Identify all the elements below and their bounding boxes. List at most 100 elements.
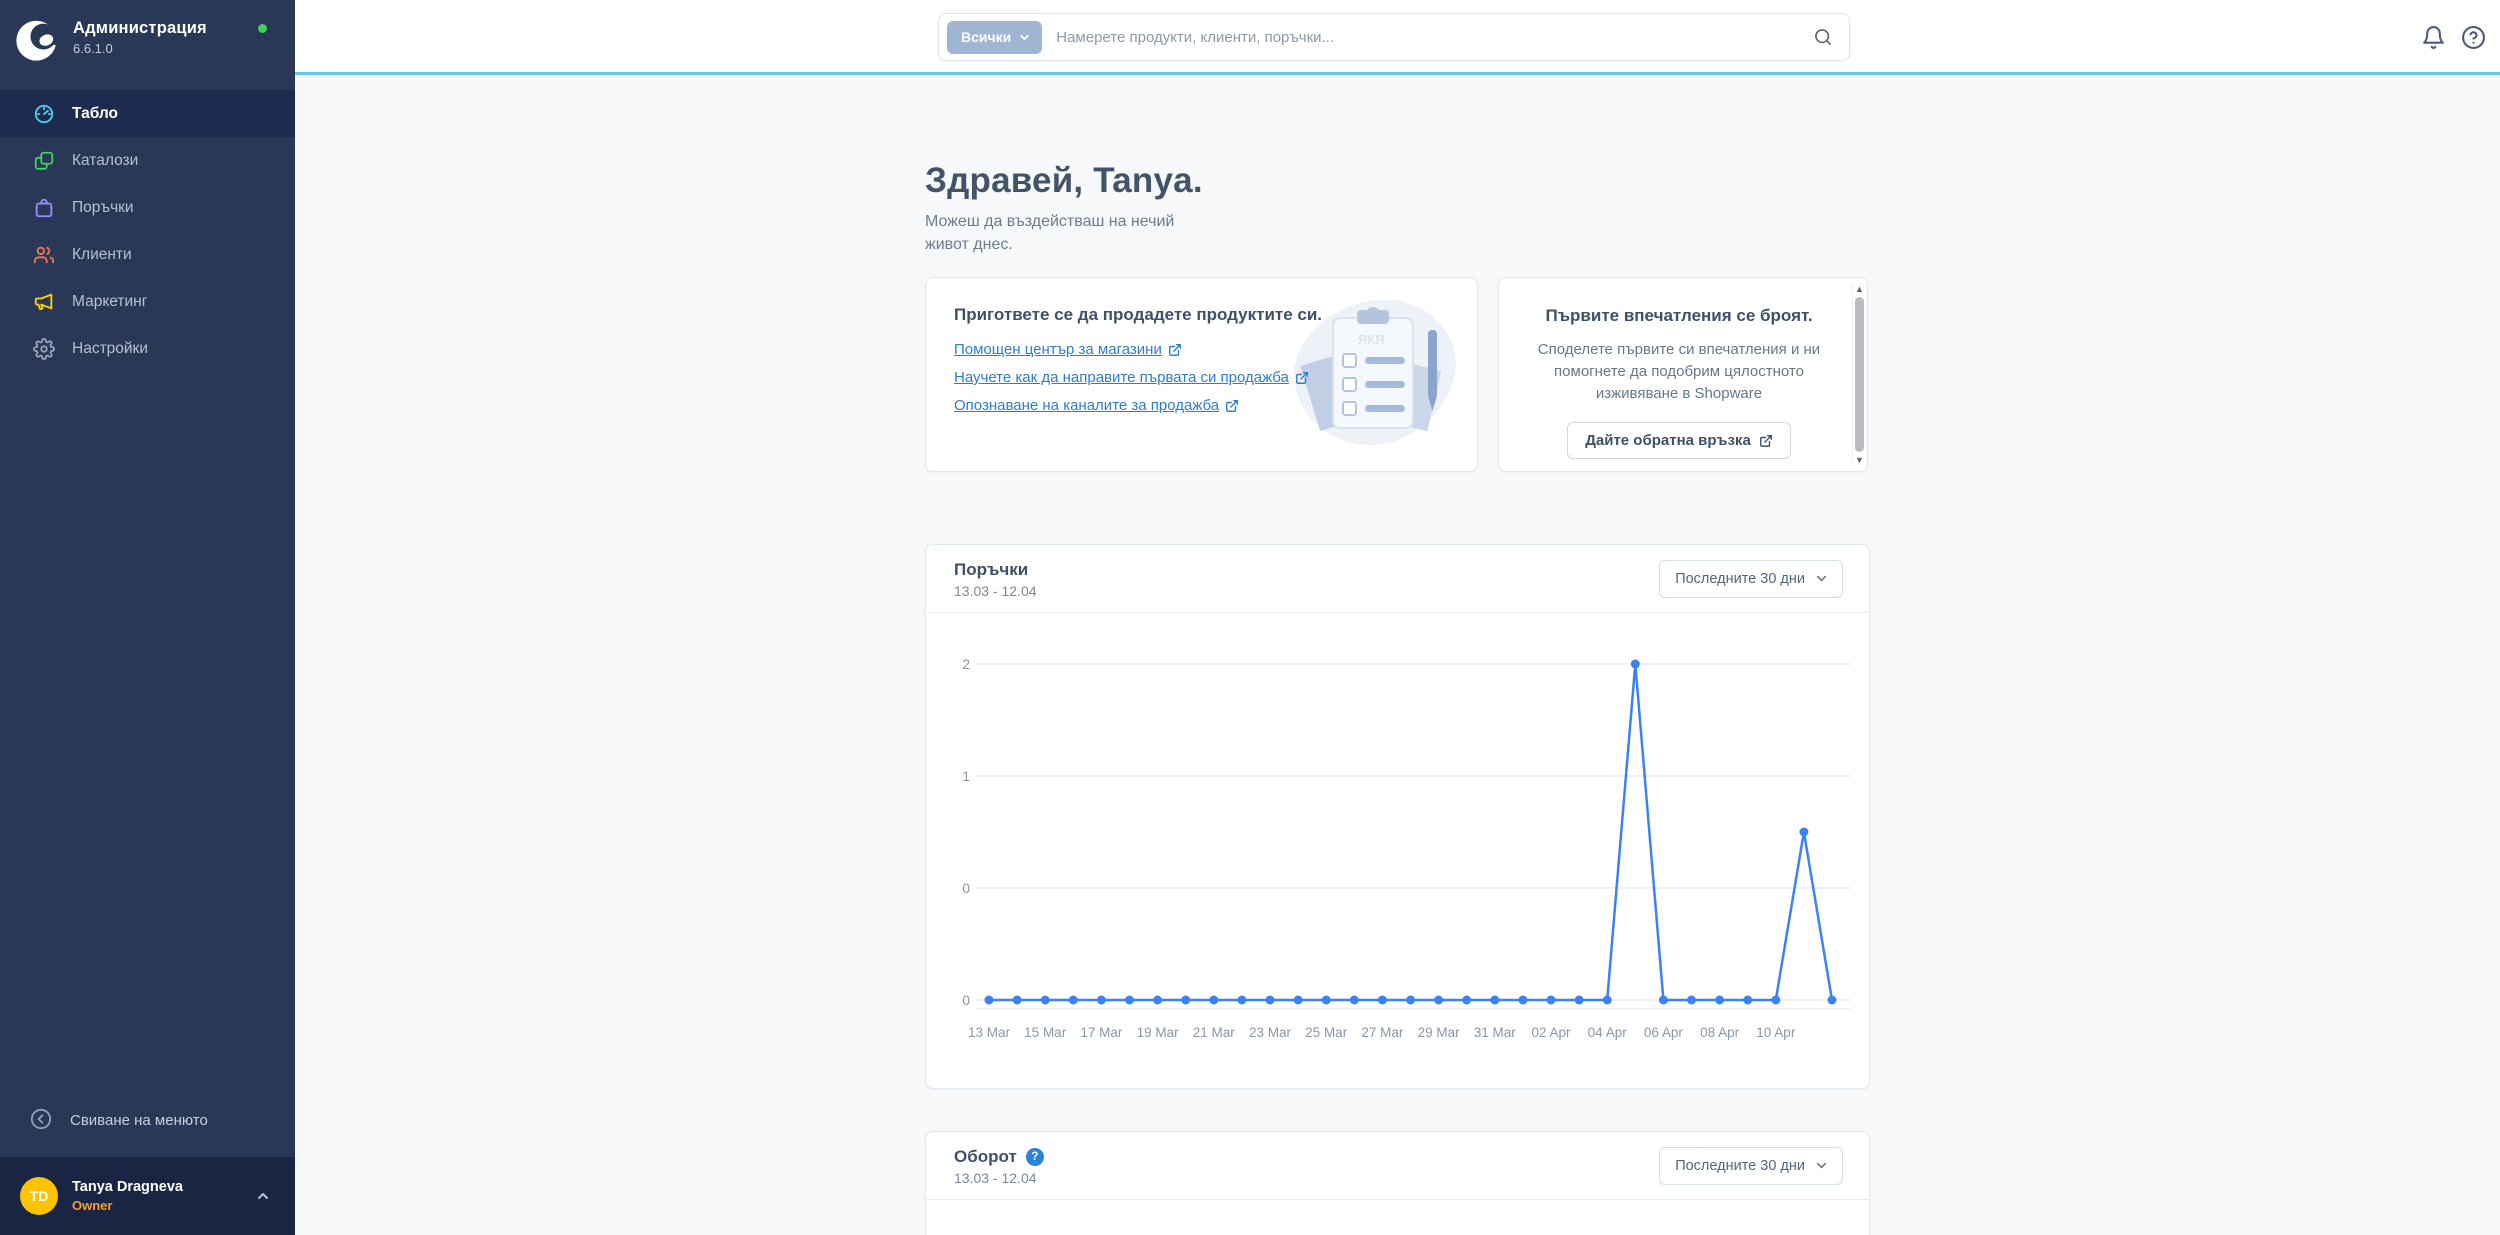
svg-text:1: 1 [962, 768, 970, 784]
svg-text:19 Mar: 19 Mar [1137, 1025, 1180, 1040]
feedback-card: Първите впечатления се броят. Споделете … [1498, 277, 1868, 472]
sidebar-item-label: Маркетинг [72, 292, 148, 310]
scroll-down-icon[interactable]: ▼ [1855, 455, 1864, 465]
sidebar-item-marketing[interactable]: Маркетинг [0, 278, 295, 325]
turnover-range-label: Последните 30 дни [1675, 1157, 1805, 1174]
first-sale-link[interactable]: Научете как да направите първата си прод… [954, 369, 1309, 386]
svg-text:17 Mar: 17 Mar [1080, 1025, 1123, 1040]
orders-card-range: 13.03 - 12.04 [954, 583, 1037, 599]
sidebar-item-label: Каталози [72, 151, 139, 169]
sidebar-item-label: Клиенти [72, 245, 132, 263]
scrollbar-thumb[interactable] [1855, 297, 1864, 452]
svg-text:02 Apr: 02 Apr [1531, 1025, 1571, 1040]
orders-card: Поръчки 13.03 - 12.04 Последните 30 дни … [925, 544, 1870, 1089]
link-label: Опознаване на каналите за продажба [954, 397, 1220, 414]
app-title: Администрация [73, 19, 207, 37]
svg-text:06 Apr: 06 Apr [1644, 1025, 1684, 1040]
sidebar-item-dashboard[interactable]: Табло [0, 90, 295, 137]
external-link-icon [1226, 399, 1239, 412]
dashboard-icon [32, 102, 55, 125]
checklist-illustration: ЯКЯ [1294, 299, 1456, 445]
give-feedback-label: Дайте обратна връзка [1585, 432, 1751, 449]
sidebar-item-catalogues[interactable]: Каталози [0, 137, 295, 184]
card-scrollbar[interactable]: ▲ ▼ [1852, 283, 1866, 466]
turnover-card-range: 13.03 - 12.04 [954, 1170, 1037, 1186]
search-input[interactable] [1042, 28, 1813, 46]
turnover-help-badge-icon[interactable]: ? [1025, 1148, 1044, 1166]
shopware-logo-icon [16, 20, 61, 61]
svg-text:ЯКЯ: ЯКЯ [1358, 332, 1385, 347]
feedback-body: Споделете първите си впечатления и ни по… [1537, 341, 1821, 402]
user-role: Owner [72, 1198, 113, 1213]
svg-text:08 Apr: 08 Apr [1700, 1025, 1740, 1040]
link-label: Помощен център за магазини [954, 341, 1162, 358]
settings-gear-icon [32, 337, 55, 360]
user-name: Tanya Dragneva [72, 1179, 183, 1195]
svg-text:15 Mar: 15 Mar [1024, 1025, 1067, 1040]
chevron-down-icon [1020, 34, 1029, 40]
getting-started-title: Пригответе се да продадете продуктите си… [954, 305, 1323, 324]
svg-text:21 Mar: 21 Mar [1193, 1025, 1236, 1040]
page-subtitle: Можеш да въздействаш на нечий живот днес… [925, 213, 1175, 253]
orders-card-title: Поръчки [954, 560, 1029, 579]
sidebar-item-label: Поръчки [72, 198, 134, 216]
scroll-up-icon[interactable]: ▲ [1855, 284, 1864, 294]
global-search: Всички [938, 13, 1850, 61]
customers-icon [32, 243, 55, 266]
sidebar: Администрация 6.6.1.0 Табло [0, 0, 295, 1235]
marketing-icon [32, 290, 55, 313]
main-content: Здравей, Tanya. Можеш да въздействаш на … [925, 75, 1870, 1235]
getting-started-card: Пригответе се да продадете продуктите си… [925, 277, 1478, 472]
turnover-card-title: Оборот [954, 1147, 1017, 1166]
chevron-down-icon [1816, 1162, 1827, 1169]
collapse-chevron-circle-icon [30, 1108, 54, 1132]
external-link-icon [1759, 434, 1772, 447]
user-menu[interactable]: TD Tanya Dragneva Owner [0, 1157, 295, 1235]
chevron-down-icon [1816, 575, 1827, 582]
orders-range-dropdown[interactable]: Последните 30 дни [1659, 559, 1843, 598]
svg-text:29 Mar: 29 Mar [1418, 1025, 1461, 1040]
app-version: 6.6.1.0 [73, 41, 113, 56]
feedback-title: Първите впечатления се броят. [1545, 306, 1813, 325]
svg-text:13 Mar: 13 Mar [968, 1025, 1011, 1040]
sidebar-item-settings[interactable]: Настройки [0, 325, 295, 372]
sidebar-item-label: Настройки [72, 339, 149, 357]
sidebar-item-label: Табло [72, 104, 119, 122]
sidebar-nav: Табло Каталози Поръчки [0, 90, 295, 372]
sidebar-header: Администрация 6.6.1.0 [0, 0, 295, 88]
svg-text:27 Mar: 27 Mar [1361, 1025, 1404, 1040]
svg-text:2: 2 [962, 656, 970, 672]
topbar: Всички [295, 0, 2500, 75]
search-icon[interactable] [1813, 27, 1833, 47]
svg-text:04 Apr: 04 Apr [1588, 1025, 1628, 1040]
help-center-link[interactable]: Помощен център за магазини [954, 341, 1182, 358]
sidebar-item-customers[interactable]: Клиенти [0, 231, 295, 278]
external-link-icon [1168, 343, 1181, 356]
svg-text:10 Apr: 10 Apr [1756, 1025, 1796, 1040]
link-label: Научете как да направите първата си прод… [954, 369, 1289, 386]
status-dot-icon [258, 24, 267, 33]
svg-text:0: 0 [962, 880, 970, 896]
sidebar-item-orders[interactable]: Поръчки [0, 184, 295, 231]
svg-text:25 Mar: 25 Mar [1305, 1025, 1348, 1040]
sales-channels-link[interactable]: Опознаване на каналите за продажба [954, 397, 1239, 414]
avatar: TD [20, 1177, 58, 1215]
collapse-menu-label: Свиване на менюто [70, 1111, 208, 1129]
orders-bag-icon [32, 196, 55, 219]
chevron-up-icon [255, 1188, 271, 1204]
page-title: Здравей, Tanya. [925, 161, 1203, 200]
collapse-menu-button[interactable]: Свиване на менюто [0, 1097, 295, 1143]
external-link-icon [1295, 371, 1308, 384]
catalogues-icon [32, 149, 55, 172]
turnover-range-dropdown[interactable]: Последните 30 дни [1659, 1146, 1843, 1185]
notifications-bell-icon[interactable] [2421, 25, 2446, 50]
turnover-card: Оборот ? 13.03 - 12.04 Последните 30 дни [925, 1131, 1870, 1235]
help-circle-icon[interactable] [2461, 25, 2486, 50]
search-scope-label: Всички [961, 29, 1012, 45]
search-scope-dropdown[interactable]: Всички [947, 20, 1043, 54]
orders-range-label: Последните 30 дни [1675, 570, 1805, 587]
svg-text:31 Mar: 31 Mar [1474, 1025, 1517, 1040]
svg-text:0: 0 [962, 992, 970, 1008]
give-feedback-button[interactable]: Дайте обратна връзка [1567, 422, 1791, 459]
